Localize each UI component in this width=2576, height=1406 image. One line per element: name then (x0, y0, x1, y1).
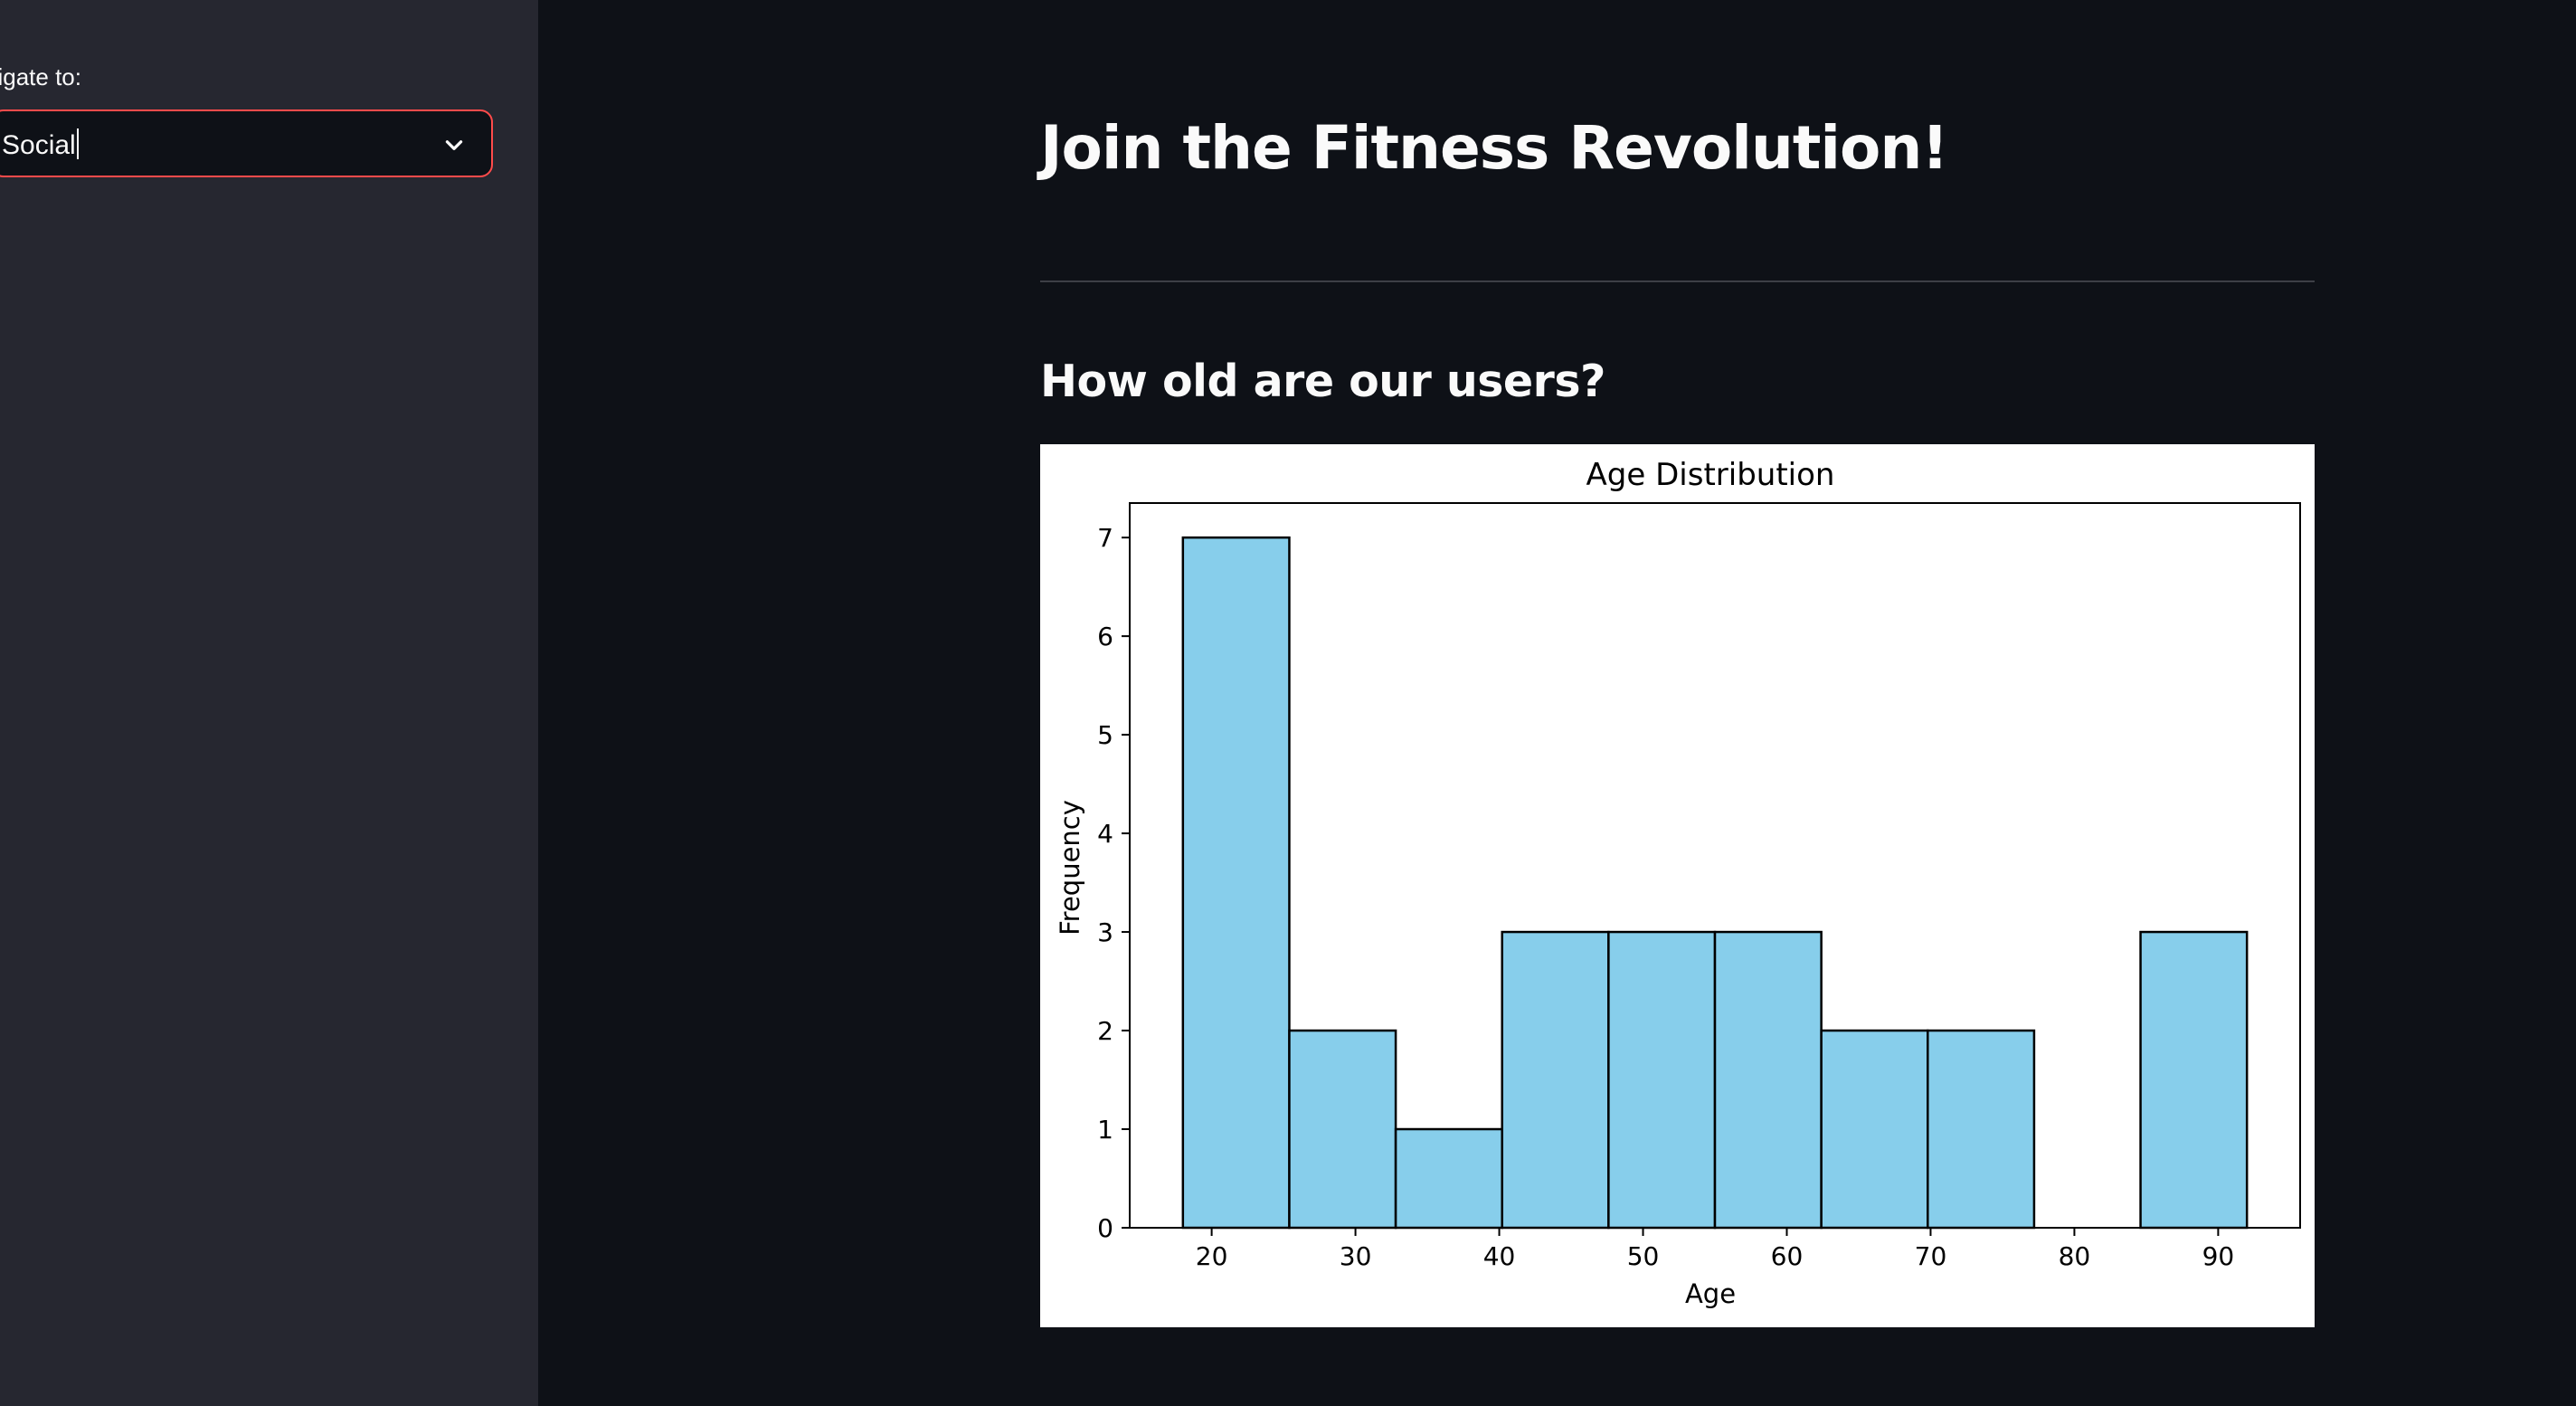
x-tick-label: 60 (1771, 1241, 1804, 1271)
chevron-down-icon[interactable] (442, 133, 466, 157)
axes-frame (1129, 502, 2301, 1229)
x-tick-label: 70 (1915, 1241, 1947, 1271)
chart-title: Age Distribution (1586, 457, 1835, 493)
y-tick-label: 0 (1097, 1213, 1113, 1243)
y-tick-label: 7 (1097, 523, 1113, 553)
text-cursor (76, 128, 79, 159)
x-tick-label: 50 (1627, 1241, 1660, 1271)
main-content: Join the Fitness Revolution! How old are… (538, 0, 2576, 1406)
sidebar: avigate to: Social (0, 0, 538, 1406)
navigation-select-value[interactable]: Social (2, 128, 79, 162)
page-title: Join the Fitness Revolution! (1040, 113, 1948, 183)
histogram-svg: Age Distribution Age Frequency 20 30 40 50 6… (1055, 457, 2301, 1309)
y-axis-label: Frequency (1055, 800, 1085, 936)
histogram-bar-0 (1181, 536, 1291, 1230)
histogram-bar-6 (1820, 1029, 1929, 1230)
x-tick-label: 30 (1340, 1241, 1372, 1271)
navigation-select[interactable]: Social (0, 109, 493, 177)
histogram-bar-9 (2139, 930, 2249, 1230)
histogram-bar-2 (1394, 1127, 1503, 1230)
x-tick-label: 20 (1196, 1241, 1228, 1271)
x-tick-label: 90 (2202, 1241, 2235, 1271)
section-subheader: How old are our users? (1040, 356, 1605, 407)
histogram-bar-7 (1927, 1029, 2036, 1230)
histogram-bar-1 (1288, 1029, 1397, 1230)
histogram-bar-3 (1501, 930, 1610, 1230)
x-axis-label: Age (1685, 1278, 1736, 1309)
y-ticks: 0 1 2 3 4 5 6 7 (1097, 523, 1130, 1243)
histogram-bar-4 (1607, 930, 1717, 1230)
divider (1040, 280, 2315, 282)
age-distribution-chart: Age Distribution Age Frequency 20 30 40 50 6… (1040, 444, 2315, 1327)
bars (1181, 536, 2249, 1230)
histogram-bar-5 (1713, 930, 1823, 1230)
x-tick-label: 80 (2059, 1241, 2091, 1271)
y-tick-label: 1 (1097, 1115, 1113, 1145)
x-ticks: 20 30 40 50 60 70 80 90 (1196, 1228, 2234, 1271)
x-tick-label: 40 (1483, 1241, 1516, 1271)
y-tick-label: 5 (1097, 720, 1113, 750)
y-tick-label: 3 (1097, 917, 1113, 947)
navigate-label: avigate to: (0, 63, 81, 90)
y-tick-label: 2 (1097, 1016, 1113, 1046)
y-tick-label: 6 (1097, 622, 1113, 651)
y-tick-label: 4 (1097, 819, 1113, 849)
